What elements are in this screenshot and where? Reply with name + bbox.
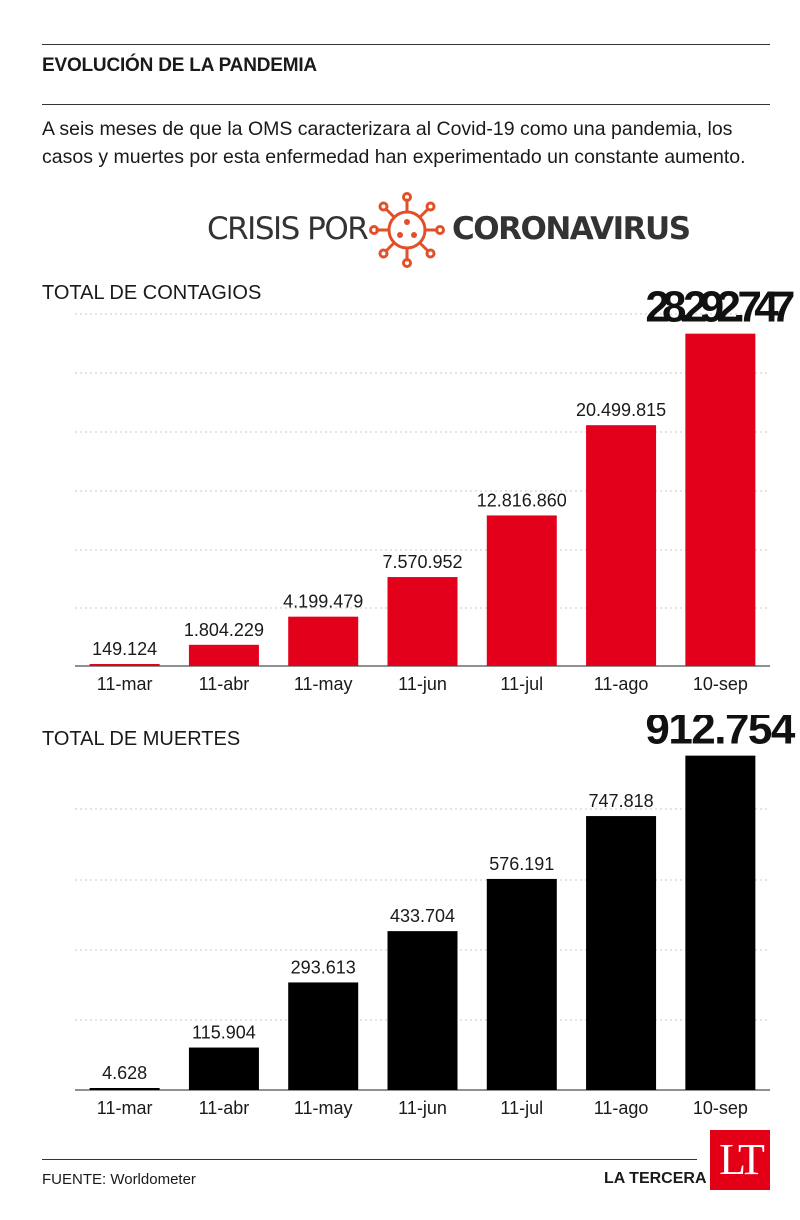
value-label: 4.628 <box>102 1063 147 1083</box>
brand-name: LA TERCERA <box>604 1170 707 1187</box>
virus-icon <box>369 192 445 268</box>
bar-11-jun <box>387 931 458 1090</box>
bar-11-jul <box>486 878 557 1090</box>
logo-prefix: CRISIS POR <box>207 211 369 247</box>
bar-11-abr <box>188 1047 259 1090</box>
page-title: EVOLUCIÓN DE LA PANDEMIA <box>42 55 317 76</box>
value-label: 747.818 <box>589 791 654 811</box>
value-label: 28.292.747 <box>645 283 795 332</box>
category-label: 11-may <box>294 674 353 694</box>
bar-11-may <box>288 616 359 666</box>
bar-11-may <box>288 982 359 1090</box>
footer-rule <box>42 1159 697 1160</box>
bar-11-jul <box>486 515 557 666</box>
value-label: 7.570.952 <box>382 552 462 572</box>
muertes-chart: TOTAL DE MUERTES 4.628 11-mar 115.904 11-abr… <box>42 715 796 1118</box>
category-label: 10-sep <box>693 1098 748 1118</box>
category-label: 11-abr <box>199 1098 250 1118</box>
category-label: 11-may <box>294 1098 353 1118</box>
bar-10-sep <box>685 333 756 666</box>
bar-11-ago <box>586 816 657 1090</box>
top-rule <box>42 44 770 45</box>
category-label: 11-jul <box>500 674 543 694</box>
source-note: FUENTE: Worldometer <box>42 1171 196 1188</box>
value-label: 149.124 <box>92 639 157 659</box>
value-label: 115.904 <box>192 1023 256 1043</box>
category-label: 11-ago <box>594 674 649 694</box>
category-label: 11-abr <box>199 674 250 694</box>
value-label: 576.191 <box>489 854 554 874</box>
chart-title: TOTAL DE MUERTES <box>42 728 240 750</box>
brand-logo: LT <box>710 1130 770 1190</box>
value-label: 1.804.229 <box>184 620 264 640</box>
value-label: 20.499.815 <box>576 400 666 420</box>
bar-11-ago <box>586 425 657 666</box>
value-label: 4.199.479 <box>283 592 363 612</box>
category-label: 10-sep <box>693 674 748 694</box>
value-label: 12.816.860 <box>477 490 567 510</box>
value-label: 433.704 <box>390 906 455 926</box>
category-label: 11-jul <box>500 1098 543 1118</box>
chart-title: TOTAL DE CONTAGIOS <box>42 282 261 304</box>
title-rule <box>42 104 770 105</box>
bar-11-abr <box>188 644 259 666</box>
category-label: 11-jun <box>398 674 447 694</box>
value-label: 912.754 <box>645 715 796 754</box>
logo-suffix: CORONAVIRUS <box>452 211 691 247</box>
intro-text: A seis meses de que la OMS caracterizara… <box>42 118 746 168</box>
contagios-chart: TOTAL DE CONTAGIOS 149.124 11-mar 1.804.229… <box>42 282 795 694</box>
bar-11-jun <box>387 577 458 666</box>
value-label: 293.613 <box>291 957 356 977</box>
bar-10-sep <box>685 755 756 1090</box>
category-label: 11-mar <box>97 674 153 694</box>
category-label: 11-jun <box>398 1098 447 1118</box>
category-label: 11-ago <box>594 1098 649 1118</box>
category-label: 11-mar <box>97 1098 153 1118</box>
bar-11-mar <box>89 664 160 666</box>
crisis-logo: CRISIS POR CORONAVIRUS <box>207 190 691 270</box>
bar-11-mar <box>89 1088 160 1090</box>
